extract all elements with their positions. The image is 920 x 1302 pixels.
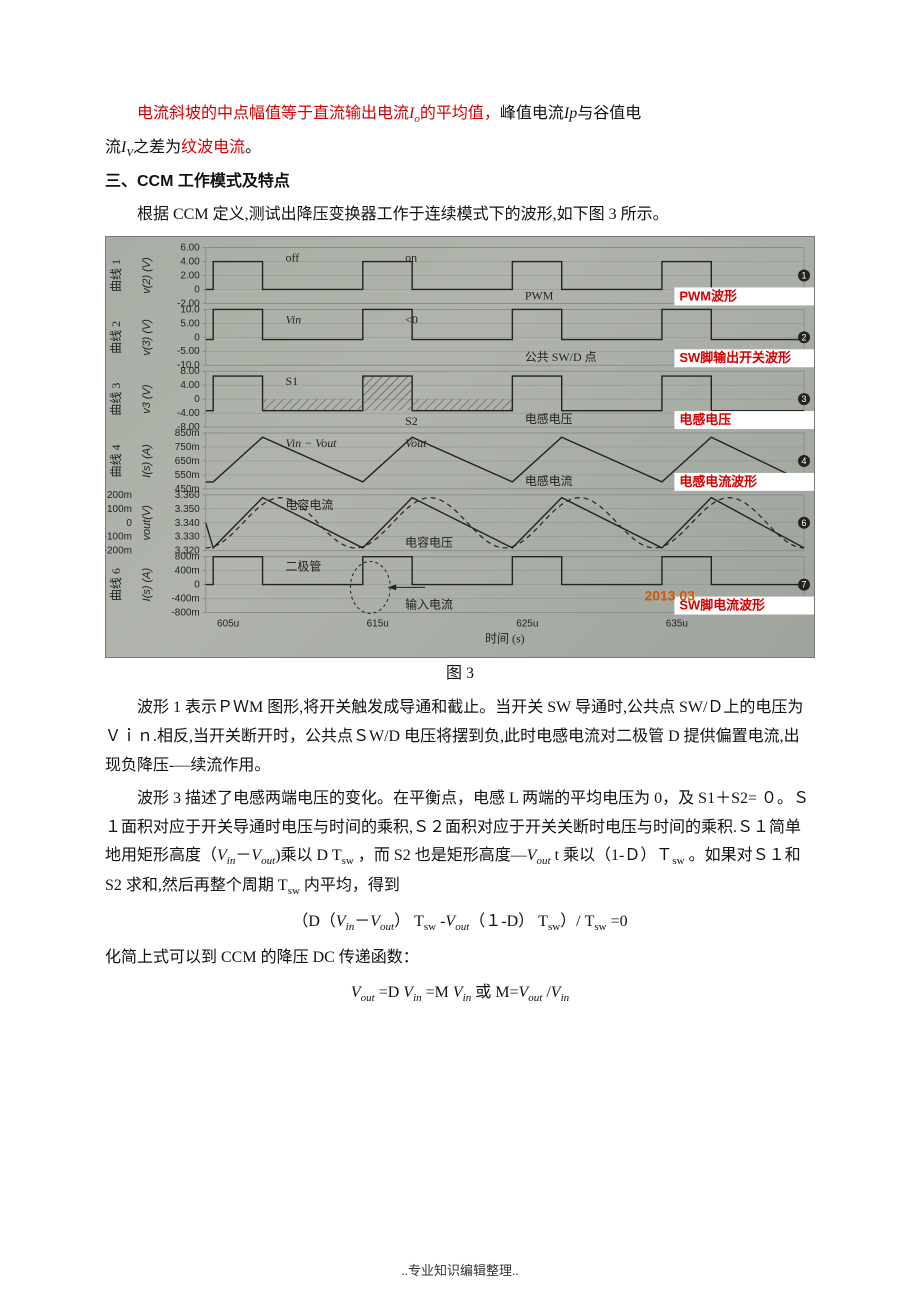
svg-text:635u: 635u <box>666 618 688 629</box>
intro-l2-end: 。 <box>245 139 261 156</box>
svg-text:800m: 800m <box>175 551 200 562</box>
svg-text:曲线 4: 曲线 4 <box>109 444 123 477</box>
svg-text:S1: S1 <box>285 374 298 388</box>
svg-text:PWM: PWM <box>525 288 554 302</box>
svg-text:650m: 650m <box>175 456 200 467</box>
svg-text:6.00: 6.00 <box>180 242 200 253</box>
body-p4: 化简上式可以到 CCM 的降压 DC 传递函数： <box>105 944 815 973</box>
svg-text:I(s) (A): I(s) (A) <box>141 567 153 600</box>
svg-text:曲线 3: 曲线 3 <box>109 382 123 415</box>
svg-text:0: 0 <box>194 394 200 405</box>
svg-text:100m: 100m <box>107 503 132 514</box>
svg-text:-5.00: -5.00 <box>177 346 200 357</box>
svg-text:Vout: Vout <box>405 436 427 450</box>
svg-text:4: 4 <box>802 456 807 466</box>
svg-text:v(3) (V): v(3) (V) <box>141 319 153 356</box>
svg-text:-400m: -400m <box>171 593 199 604</box>
svg-text:SW脚输出开关波形: SW脚输出开关波形 <box>679 350 791 365</box>
section-p1: 根据 CCM 定义,测试出降压变换器工作于连续模式下的波形,如下图 3 所示。 <box>105 201 815 230</box>
svg-text:v3 (V): v3 (V) <box>141 384 153 413</box>
body-p3: 波形 3 描述了电感两端电压的变化。在平衡点，电感 L 两端的平均电压为 0，及… <box>105 785 815 903</box>
intro-l1-tail: 与谷值电 <box>577 105 641 122</box>
svg-text:400m: 400m <box>175 565 200 576</box>
svg-text:625u: 625u <box>516 618 538 629</box>
intro-l1-pre: 电流斜坡的中点幅值等于直流输出电流 <box>137 105 409 122</box>
svg-text:200m: 200m <box>107 489 132 500</box>
section-heading: 三、CCM 工作模式及特点 <box>105 168 815 197</box>
svg-text:电感电压: 电感电压 <box>679 412 731 427</box>
intro-l2-pre: 流 <box>105 139 121 156</box>
intro-iv: IV <box>121 139 133 156</box>
svg-text:Vin: Vin <box>285 312 301 326</box>
svg-text:4.00: 4.00 <box>180 256 200 267</box>
figure-caption: 图 3 <box>105 660 815 689</box>
svg-text:-4.00: -4.00 <box>177 408 200 419</box>
svg-text:电容电压: 电容电压 <box>405 534 453 549</box>
intro-l2-red: 纹波电流 <box>181 139 245 156</box>
svg-text:2: 2 <box>802 332 807 342</box>
svg-text:7: 7 <box>802 579 807 589</box>
svg-text:6: 6 <box>802 517 807 527</box>
svg-text:0: 0 <box>194 284 200 295</box>
svg-text:10.0: 10.0 <box>180 304 200 315</box>
svg-text:on: on <box>405 250 417 264</box>
svg-text:曲线 1: 曲线 1 <box>109 259 123 292</box>
svg-text:曲线 6: 曲线 6 <box>109 568 123 601</box>
page-footer: ..专业知识编辑整理.. <box>0 1259 920 1282</box>
svg-text:电感电流波形: 电感电流波形 <box>679 473 757 488</box>
intro-line2: 流IV之差为纹波电流。 <box>105 134 815 164</box>
intro-l1-post: 峰值电流 <box>500 105 564 122</box>
svg-text:-200m: -200m <box>106 545 132 556</box>
intro-ip: Ip <box>564 105 577 122</box>
svg-text:-100m: -100m <box>106 531 132 542</box>
equation-1: （D（Vin－Vout） Tsw -Vout（１-D） Tsw）/ Tsw =0 <box>105 908 815 938</box>
svg-text:v(2) (V): v(2) (V) <box>141 257 153 294</box>
svg-text:曲线 2: 曲线 2 <box>109 320 123 353</box>
svg-text:vout(V): vout(V) <box>141 505 153 540</box>
svg-text:S2: S2 <box>405 414 418 428</box>
svg-text:0: 0 <box>126 517 132 528</box>
chart-svg: 6.004.002.000-2.00曲线 1v(2) (V)offonPWMPW… <box>106 237 814 657</box>
svg-text:公共 SW/D 点: 公共 SW/D 点 <box>525 350 597 364</box>
svg-text:二极管: 二极管 <box>285 558 321 573</box>
svg-text:0: 0 <box>194 579 200 590</box>
svg-text:750m: 750m <box>175 442 200 453</box>
svg-text:电容电流: 电容电流 <box>285 496 333 511</box>
svg-text:1: 1 <box>802 270 807 280</box>
svg-text:0: 0 <box>194 332 200 343</box>
svg-text:605u: 605u <box>217 618 239 629</box>
svg-text:2013 03: 2013 03 <box>644 587 695 603</box>
figure-3-chart: 6.004.002.000-2.00曲线 1v(2) (V)offonPWMPW… <box>105 236 815 658</box>
body-p2: 波形 1 表示ＰＷM 图形,将开关触发成导通和截止。当开关 SW 导通时,公共点… <box>105 694 815 780</box>
svg-text:3: 3 <box>802 394 807 404</box>
svg-text:输入电流: 输入电流 <box>405 596 453 611</box>
svg-text:电感电压: 电感电压 <box>525 411 573 426</box>
svg-text:电感电流: 电感电流 <box>525 472 573 487</box>
svg-text:4.00: 4.00 <box>180 380 200 391</box>
svg-text:PWM波形: PWM波形 <box>679 288 737 303</box>
intro-l1-mid: 的平均值， <box>420 105 500 122</box>
svg-text:2.00: 2.00 <box>180 270 200 281</box>
svg-text:<0: <0 <box>405 312 418 326</box>
svg-text:I(s) (A): I(s) (A) <box>141 444 153 477</box>
svg-text:550m: 550m <box>175 469 200 480</box>
intro-l2-mid: 之差为 <box>133 139 181 156</box>
svg-text:时间 (s): 时间 (s) <box>485 631 525 645</box>
svg-text:3.360: 3.360 <box>175 489 200 500</box>
svg-text:5.00: 5.00 <box>180 318 200 329</box>
svg-text:3.330: 3.330 <box>175 531 200 542</box>
svg-text:Vin − Vout: Vin − Vout <box>285 436 337 450</box>
svg-text:3.350: 3.350 <box>175 503 200 514</box>
svg-text:8.00: 8.00 <box>180 366 200 377</box>
intro-line1: 电流斜坡的中点幅值等于直流输出电流Io的平均值，峰值电流Ip与谷值电 <box>105 100 815 130</box>
svg-text:850m: 850m <box>175 428 200 439</box>
intro-io: Io <box>409 105 420 122</box>
svg-text:-800m: -800m <box>171 607 199 618</box>
svg-text:off: off <box>285 250 299 264</box>
equation-2: Vout =D Vin =M Vin 或 M=Vout /Vin <box>105 979 815 1009</box>
svg-text:615u: 615u <box>367 618 389 629</box>
svg-text:3.340: 3.340 <box>175 517 200 528</box>
